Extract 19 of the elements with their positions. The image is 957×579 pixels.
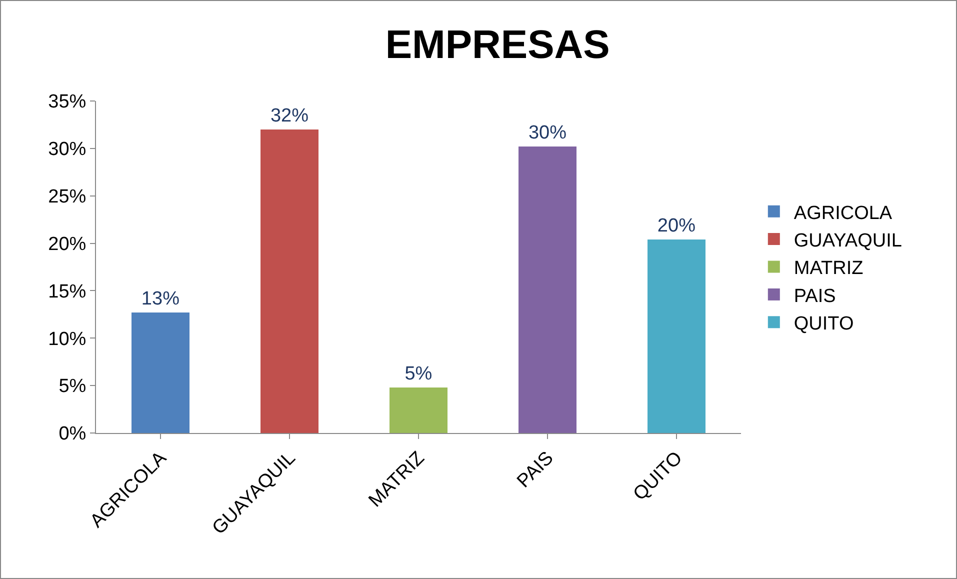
legend-label: GUAYAQUIL — [794, 230, 902, 252]
data-label: 32% — [270, 105, 309, 126]
legend-label: MATRIZ — [794, 258, 864, 280]
legend-label: AGRICOLA — [794, 202, 892, 224]
data-label: 30% — [528, 122, 567, 144]
legend-label: PAIS — [794, 286, 836, 307]
y-tick-label: 30% — [48, 139, 86, 160]
chart-title: EMPRESAS — [385, 22, 610, 67]
y-tick-label: 10% — [48, 328, 86, 350]
y-tick-label: 5% — [58, 376, 86, 398]
data-label: 20% — [657, 215, 696, 236]
y-tick-label: 25% — [48, 186, 86, 208]
y-tick-label: 20% — [48, 234, 86, 255]
y-tick-label: 35% — [48, 92, 86, 113]
legend-label: QUITO — [794, 314, 854, 335]
y-tick-label: 0% — [58, 424, 86, 445]
data-label: 13% — [141, 288, 180, 310]
y-tick-label: 15% — [48, 281, 86, 302]
data-label: 5% — [404, 363, 432, 384]
